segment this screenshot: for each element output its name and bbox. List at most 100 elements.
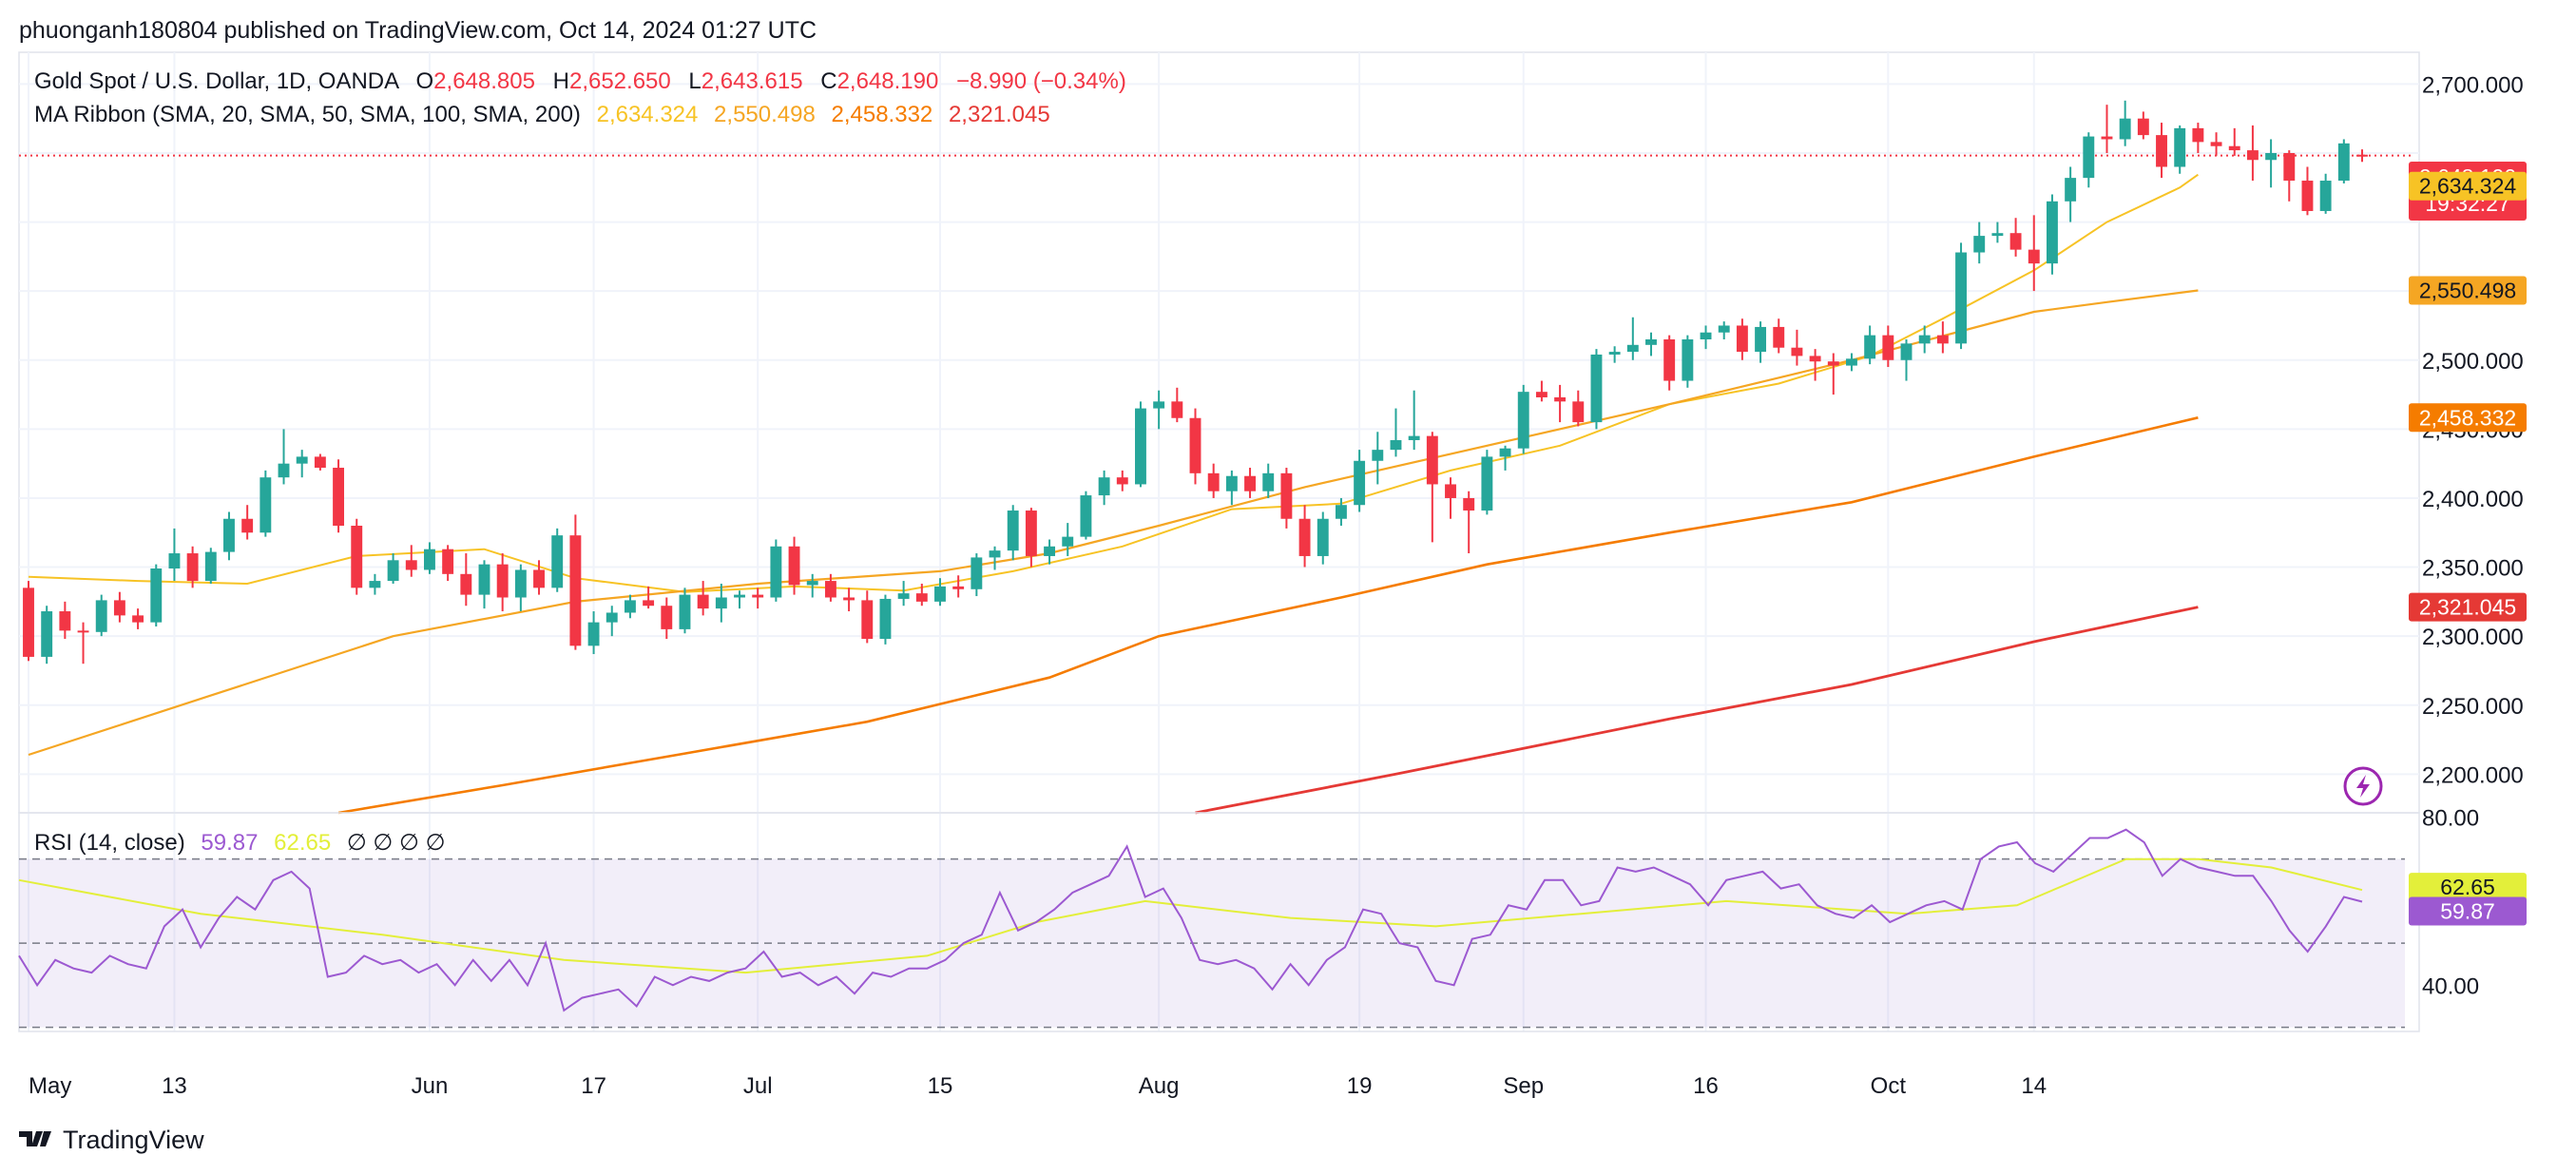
candle-body — [424, 549, 435, 570]
candle-body — [1280, 472, 1293, 519]
candle-body — [314, 456, 326, 469]
candle-body — [1718, 325, 1730, 333]
candle — [278, 429, 290, 485]
ma50-badge: 2,550.498 — [2409, 276, 2527, 305]
candle — [351, 518, 363, 595]
candle — [186, 546, 199, 588]
rsi-tick-label: 40.00 — [2422, 973, 2479, 999]
candle-body — [1354, 460, 1366, 506]
ma20-badge: 2,634.324 — [2409, 171, 2527, 201]
candle-body — [752, 594, 764, 598]
candle — [1408, 390, 1420, 451]
candle — [1044, 539, 1056, 565]
candle — [1189, 408, 1201, 485]
candle-body — [2083, 136, 2095, 179]
candle — [770, 539, 782, 602]
candle — [424, 542, 435, 574]
rsi-badge-box — [2409, 896, 2527, 926]
candle — [1116, 470, 1128, 491]
rsi-pane[interactable] — [18, 812, 2420, 1032]
candle — [2156, 123, 2167, 179]
candle-body — [788, 546, 800, 586]
candle-body — [1827, 361, 1839, 366]
candle-body — [442, 549, 454, 574]
candle-body — [1700, 332, 1712, 339]
candle-body — [1390, 439, 1402, 451]
rsi-ma-badge: 62.65 — [2409, 873, 2527, 902]
legend-l-value: 2,643.615 — [702, 68, 803, 94]
tradingview-logo[interactable]: TradingView — [19, 1126, 204, 1154]
candle-body — [1846, 358, 1857, 366]
candle-body — [697, 594, 709, 609]
candle — [1682, 335, 1694, 388]
legend-ma200-value: 2,321.045 — [949, 102, 1050, 127]
candle-body — [1153, 401, 1165, 409]
candle-body — [1463, 497, 1475, 511]
candle — [1554, 384, 1567, 423]
candle-body — [333, 468, 345, 527]
ma200-badge: 2,321.045 — [2409, 592, 2527, 622]
candle-body — [2283, 152, 2296, 182]
rsi-lines — [18, 828, 2363, 1012]
candle — [1773, 318, 1785, 354]
candle — [1864, 325, 1876, 365]
candle-body — [1481, 456, 1493, 511]
candle-body — [1207, 472, 1220, 491]
candle-body — [241, 518, 254, 533]
candle-body — [369, 581, 381, 588]
candle-body — [1608, 352, 1621, 355]
candle — [2337, 139, 2350, 183]
legend-ma-title: MA Ribbon (SMA, 20, SMA, 50, SMA, 100, S… — [34, 102, 581, 127]
ma100-badge-text: 2,458.332 — [2419, 405, 2516, 430]
candle-body — [1535, 392, 1548, 397]
candle — [861, 590, 874, 644]
price-tick-label: 2,700.000 — [2422, 72, 2524, 98]
candle — [1736, 318, 1748, 360]
time-axis[interactable]: May 13 Jun 17 Jul 15 Aug 19 Sep 16 Oct 14 — [29, 1073, 2047, 1099]
candle — [1280, 468, 1293, 529]
candle — [1846, 353, 1857, 372]
rsi-ma-badge-box — [2409, 873, 2527, 902]
candle — [934, 578, 946, 607]
candle — [1608, 346, 1621, 363]
candle-body — [1864, 335, 1876, 359]
candle — [1718, 321, 1730, 339]
candle — [1390, 408, 1402, 457]
candle-body — [296, 456, 308, 464]
candle-body — [478, 564, 490, 595]
time-tick-label: Aug — [1139, 1073, 1180, 1099]
candle — [697, 581, 709, 616]
candle-body — [1755, 326, 1767, 353]
candle-body — [514, 569, 527, 598]
legend-o-label: O — [416, 68, 434, 94]
rsi-axis[interactable]: 40.00 80.00 — [2422, 805, 2479, 999]
candle — [788, 536, 800, 595]
candle-body — [861, 600, 874, 640]
candle — [1007, 505, 1019, 561]
published-by-text: phuonganh180804 published on TradingView… — [19, 17, 817, 44]
candle — [1645, 332, 1657, 356]
candle-body — [1171, 401, 1183, 418]
candle-body — [2210, 142, 2222, 146]
candle — [1262, 463, 1275, 498]
candle-body — [1736, 325, 1748, 353]
candle-body — [2301, 181, 2314, 211]
candle — [1244, 468, 1256, 498]
candle-body — [2028, 249, 2040, 264]
candle — [314, 453, 326, 471]
candle — [296, 450, 308, 478]
ma50-badge-text: 2,550.498 — [2419, 278, 2516, 302]
candle — [569, 514, 582, 650]
candle-body — [915, 593, 928, 602]
candle — [952, 575, 965, 598]
time-tick-label: 15 — [928, 1073, 953, 1099]
ma50-badge-box — [2409, 276, 2527, 305]
candle — [2028, 215, 2040, 292]
lightning-icon[interactable] — [2343, 766, 2383, 806]
price-tick-label: 2,200.000 — [2422, 762, 2524, 788]
candle — [679, 588, 691, 634]
price-pane[interactable] — [18, 51, 2420, 1031]
candle-body — [168, 553, 181, 569]
candle — [661, 597, 673, 640]
